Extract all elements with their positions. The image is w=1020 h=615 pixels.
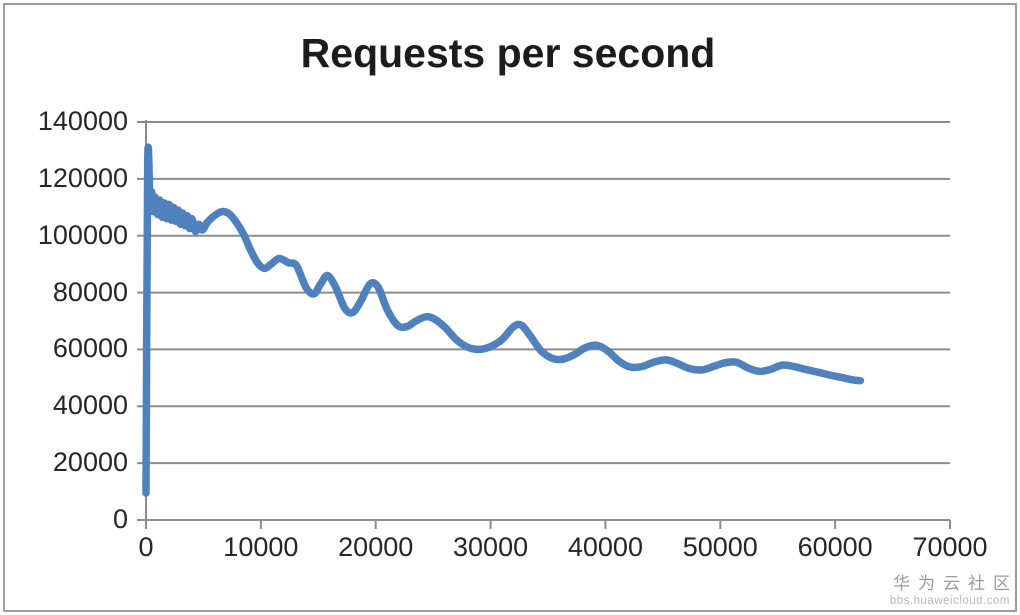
watermark-url-text: bbs.huaweicloud.com (889, 595, 1010, 607)
y-tick-label: 80000 (52, 276, 128, 307)
x-tick-label: 20000 (338, 532, 414, 562)
y-tick-label: 0 (112, 504, 128, 534)
y-tick-label: 100000 (37, 219, 128, 250)
gridlines (146, 121, 950, 465)
x-tick-label: 60000 (797, 532, 873, 562)
x-tick-label: 40000 (567, 532, 643, 562)
x-tick-label: 70000 (912, 532, 988, 562)
y-tick-label: 140000 (37, 106, 128, 136)
y-tick-label: 60000 (52, 333, 128, 364)
x-tick-label: 50000 (682, 532, 758, 562)
axes (137, 120, 951, 529)
y-tick-label: 120000 (37, 162, 128, 193)
x-tick-label: 10000 (223, 532, 299, 562)
x-tick-label: 30000 (453, 532, 529, 562)
series-lines (142, 143, 865, 497)
y-tick-label: 20000 (52, 447, 128, 478)
watermark-brand-text: 华为云社区 (893, 574, 1018, 593)
watermark: 华为云社区 bbs.huaweicloud.com (890, 569, 1010, 607)
y-tick-label: 40000 (52, 390, 128, 421)
x-tick-label: 0 (138, 532, 154, 562)
chart-title: Requests per second (300, 30, 716, 76)
series-line (142, 143, 865, 497)
